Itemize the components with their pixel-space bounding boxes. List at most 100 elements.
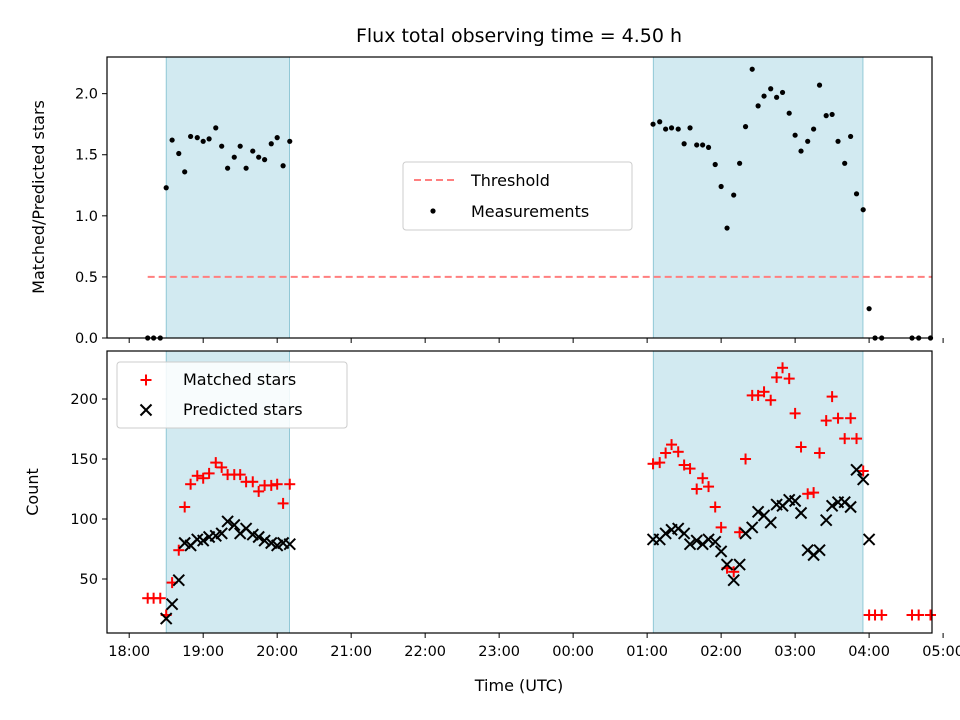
measurement-point [842, 160, 848, 166]
matched-star-point [826, 391, 838, 403]
matched-star-point [876, 609, 888, 621]
x-axis-label: Time (UTC) [474, 676, 563, 695]
y-tick-label: 0.5 [75, 270, 98, 286]
measurement-point [243, 165, 249, 171]
measurement-point [749, 66, 755, 72]
x-tick-label: 20:00 [256, 644, 298, 660]
measurement-point [182, 169, 188, 175]
measurement-point [823, 113, 829, 119]
bottom-axis-ticks: 50 100 150 200 18:00 19:00 20:00 21:00 22:00 23:0… [70, 392, 960, 660]
measurement-point [188, 133, 194, 140]
top-legend: Threshold Measurements [402, 161, 633, 231]
predicted-star-point [258, 534, 271, 547]
predicted-star-point [702, 533, 715, 546]
matched-star-point [752, 389, 764, 401]
measurement-point [657, 119, 663, 125]
matched-star-point [247, 476, 259, 488]
matched-star-point [271, 478, 283, 490]
predicted-star-point [825, 499, 839, 513]
x-tick-label: 00:00 [552, 644, 594, 660]
matched-star-point [765, 394, 777, 406]
matched-star-point [808, 487, 820, 499]
measurement-point [860, 207, 866, 213]
matched-star-point [795, 441, 807, 453]
predicted-star-point [283, 537, 296, 551]
measurement-point [724, 225, 730, 231]
measurement-point [176, 150, 182, 157]
predicted-star-point [856, 473, 870, 486]
legend-matched-swatch [140, 374, 152, 386]
predicted-star-point [228, 518, 241, 532]
matched-star-point [210, 457, 222, 469]
predicted-star-point [683, 537, 697, 551]
measurement-point [835, 138, 841, 144]
matched-star-point [771, 371, 783, 383]
measurement-point [650, 121, 656, 127]
matched-star-point [832, 412, 844, 424]
predicted-star-point [794, 506, 808, 520]
top-legend-box [402, 161, 633, 231]
measurement-point [731, 192, 737, 198]
measurement-point [737, 160, 743, 166]
matched-star-point [154, 592, 166, 604]
top-plot-frame [106, 56, 933, 339]
measurement-point [200, 138, 206, 144]
matched-star-point [191, 470, 203, 482]
measurement-point [694, 142, 700, 148]
matched-star-point [678, 459, 690, 471]
y-tick-label: 0.0 [75, 331, 98, 347]
measurement-point [705, 144, 712, 151]
matched-star-point [185, 478, 197, 490]
y-tick-label: 2.0 [75, 87, 98, 103]
predicted-star-point [727, 573, 740, 587]
matched-star-point [216, 461, 228, 473]
measurement-point [779, 89, 786, 96]
measurement-point [853, 191, 860, 197]
bottom-legend-box [116, 361, 348, 429]
x-tick-label: 04:00 [848, 644, 890, 660]
matched-star-point [740, 453, 752, 465]
matched-star-point [173, 544, 185, 556]
x-tick-label: 21:00 [330, 644, 372, 660]
measurement-point [663, 126, 669, 132]
predicted-star-point [844, 500, 857, 514]
measurement-point [206, 136, 212, 142]
chart-title: Flux total observing time = 4.50 h [356, 25, 682, 47]
measurement-point [274, 135, 280, 141]
predicted-star-point [196, 534, 210, 547]
matched-stars-points [142, 362, 937, 621]
measurement-point [811, 126, 817, 132]
y-tick-label: 100 [70, 512, 98, 528]
y-tick-label: 1.0 [75, 209, 98, 225]
matched-star-point [820, 415, 832, 427]
y-tick-label: 50 [80, 572, 98, 588]
measurement-point [798, 148, 804, 154]
legend-predicted-swatch [139, 403, 153, 417]
matched-star-point [660, 447, 672, 459]
matched-star-point [666, 439, 678, 451]
predicted-star-point [252, 530, 265, 544]
measurement-point [675, 126, 681, 132]
measurement-point [262, 157, 268, 163]
matched-star-point [913, 609, 925, 621]
legend-matched-label: Matched stars [183, 370, 296, 389]
matched-star-point [783, 373, 795, 385]
predicted-star-point [751, 505, 765, 519]
matched-star-point [851, 433, 863, 445]
measurement-point [668, 125, 675, 131]
matched-star-point [253, 485, 265, 497]
matched-star-point [857, 465, 869, 477]
predicted-star-point [172, 573, 185, 587]
predicted-star-point [690, 534, 703, 547]
matched-star-point [845, 412, 857, 424]
x-tick-label: 03:00 [774, 644, 816, 660]
matched-star-point [814, 447, 826, 459]
predicted-star-point [813, 543, 826, 557]
measurement-point [718, 183, 724, 190]
legend-measurements-label: Measurements [471, 202, 589, 221]
measurement-point [256, 154, 262, 160]
x-tick-label: 02:00 [700, 644, 742, 660]
measurement-point [280, 163, 286, 169]
measurement-point [700, 142, 706, 148]
